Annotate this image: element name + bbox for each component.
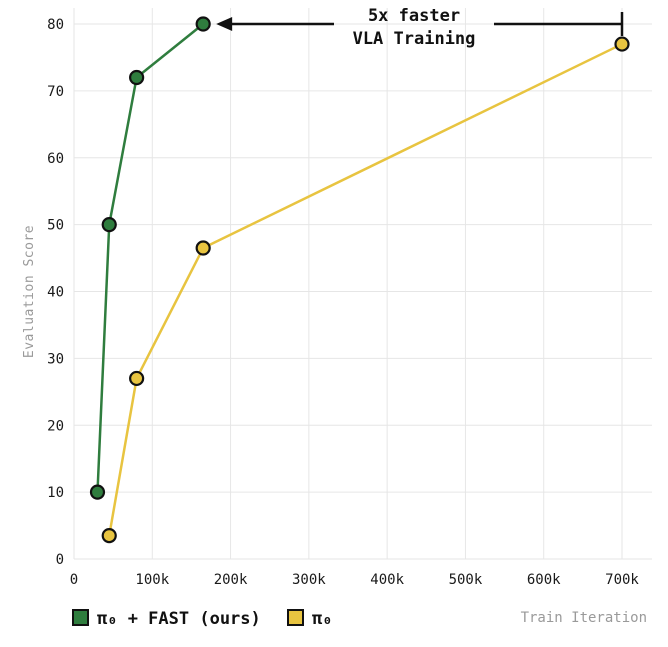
legend-item-fast: π₀ + FAST (ours) bbox=[72, 609, 261, 629]
x-tick-label: 100k bbox=[135, 572, 169, 588]
y-tick-label: 60 bbox=[47, 151, 64, 167]
data-point bbox=[195, 240, 211, 256]
annotation-text-line-2: VLA Training bbox=[353, 29, 476, 49]
y-tick-label: 0 bbox=[56, 552, 64, 568]
y-axis-ticks: 0 10 20 30 40 50 60 70 80 bbox=[47, 17, 64, 568]
y-tick-label: 70 bbox=[47, 84, 64, 100]
series-line-0 bbox=[96, 23, 204, 493]
data-point bbox=[129, 370, 145, 387]
legend-swatch-fast bbox=[72, 609, 89, 626]
data-point bbox=[614, 36, 630, 52]
x-tick-label: 500k bbox=[449, 572, 483, 588]
series bbox=[89, 16, 630, 544]
x-axis-label: Train Iteration bbox=[521, 610, 647, 626]
x-axis-ticks: 0 100k 200k 300k 400k 500k 600k 700k bbox=[70, 572, 640, 588]
annotation-arrowhead bbox=[216, 17, 233, 31]
x-tick-label: 400k bbox=[370, 572, 404, 588]
legend-label-fast: π₀ + FAST (ours) bbox=[97, 609, 261, 629]
legend: π₀ + FAST (ours) π₀ bbox=[72, 609, 332, 629]
series-line-1 bbox=[107, 42, 623, 536]
data-point bbox=[129, 69, 145, 86]
legend-swatch-pi0 bbox=[287, 609, 304, 626]
y-tick-label: 80 bbox=[47, 17, 64, 33]
legend-label-pi0: π₀ bbox=[312, 609, 332, 629]
y-tick-label: 50 bbox=[47, 218, 64, 234]
data-point bbox=[101, 527, 117, 544]
y-tick-label: 20 bbox=[47, 418, 64, 434]
x-tick-label: 0 bbox=[70, 572, 78, 588]
y-axis-label: Evaluation Score bbox=[22, 225, 37, 358]
y-tick-label: 40 bbox=[47, 285, 64, 301]
x-tick-label: 600k bbox=[527, 572, 561, 588]
grid bbox=[73, 8, 652, 560]
series-1 bbox=[101, 36, 630, 544]
x-tick-label: 300k bbox=[292, 572, 326, 588]
annotation: 5x faster VLA Training bbox=[216, 6, 624, 49]
y-tick-label: 10 bbox=[47, 485, 64, 501]
legend-item-pi0: π₀ bbox=[287, 609, 332, 629]
data-point bbox=[101, 217, 117, 233]
data-point bbox=[195, 16, 211, 32]
series-0 bbox=[89, 16, 211, 500]
x-tick-label: 700k bbox=[605, 572, 639, 588]
annotation-text-line-1: 5x faster bbox=[368, 6, 460, 26]
data-point bbox=[89, 484, 106, 500]
y-tick-label: 30 bbox=[47, 351, 64, 367]
x-tick-label: 200k bbox=[214, 572, 248, 588]
